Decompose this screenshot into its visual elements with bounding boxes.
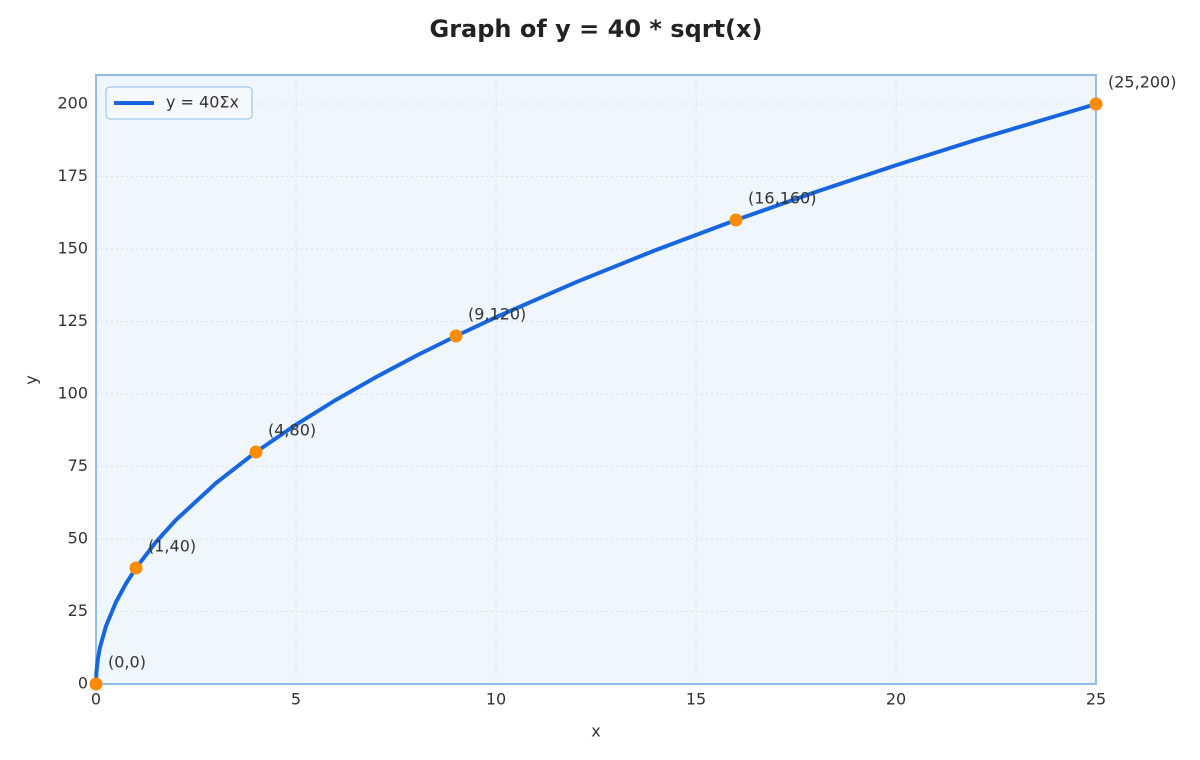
plot-area [96,75,1096,684]
y-tick-label: 100 [57,384,88,403]
y-tick-label: 25 [68,601,88,620]
point-label: (4,80) [268,421,316,440]
y-tick-label: 200 [57,94,88,113]
y-tick-label: 150 [57,239,88,258]
y-tick-label: 75 [68,456,88,475]
y-tick-label: 175 [57,166,88,185]
marker [1089,97,1103,111]
x-axis-label: x [591,722,600,741]
marker [249,445,263,459]
point-label: (25,200) [1108,73,1176,92]
point-label: (9,120) [468,305,526,324]
y-tick-label: 0 [78,674,88,693]
y-axis-label: y [22,375,41,384]
point-label: (0,0) [108,653,146,672]
x-tick-label: 20 [886,690,906,709]
plot-border [95,74,1097,685]
x-tick-label: 5 [291,690,301,709]
x-tick-label: 0 [91,690,101,709]
x-tick-label: 15 [686,690,706,709]
marker [89,677,103,691]
legend-box [105,86,253,120]
chart-title: Graph of y = 40 * sqrt(x) [430,15,763,43]
point-label: (16,160) [748,189,816,208]
marker [729,213,743,227]
marker [449,329,463,343]
marker [129,561,143,575]
legend-label: y = 40Σx [166,93,239,112]
y-tick-label: 125 [57,311,88,330]
x-tick-label: 25 [1086,690,1106,709]
y-tick-label: 50 [68,529,88,548]
point-label: (1,40) [148,537,196,556]
x-tick-label: 10 [486,690,506,709]
